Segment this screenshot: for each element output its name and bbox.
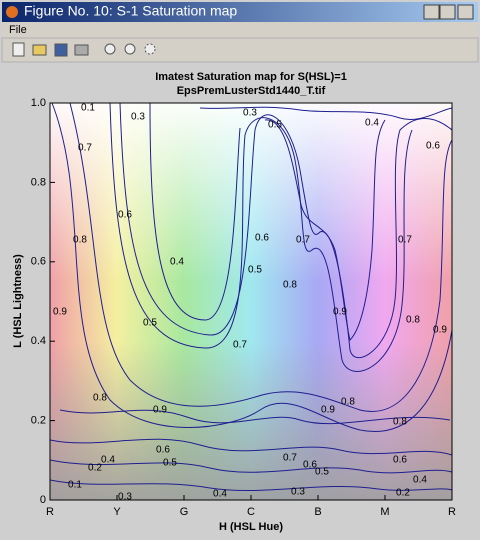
contour-label: 0.3: [131, 112, 145, 123]
x-tick-label: R: [46, 506, 54, 518]
y-tick-label: 1.0: [31, 97, 46, 109]
toolbar-buttons: [12, 42, 156, 57]
contour-label: 0.4: [213, 489, 227, 500]
contour-line: [51, 102, 453, 432]
open-button[interactable]: [32, 44, 47, 56]
contour-label: 0.8: [341, 397, 355, 408]
x-tick-label: Y: [113, 506, 121, 518]
new-button[interactable]: [12, 42, 25, 57]
contour-label: 0.7: [78, 143, 92, 154]
contour-line: [59, 409, 451, 425]
y-tick-label: 0.2: [31, 415, 46, 427]
contour-label: 0.7: [233, 340, 247, 351]
contour-label: 0.9: [333, 307, 347, 318]
contour-line: [109, 102, 413, 372]
contour-label: 0.9: [53, 307, 67, 318]
x-axis-label: H (HSL Hue): [219, 521, 283, 533]
lightness-overlay: [50, 103, 452, 500]
window-title: Figure No. 10: S-1 Saturation map: [24, 3, 237, 19]
x-tick-label: G: [180, 506, 189, 518]
x-tick-label: B: [314, 506, 321, 518]
contour-label: 0.8: [393, 417, 407, 428]
y-tick-label: 0.6: [31, 256, 46, 268]
contour-label: 0.9: [153, 405, 167, 416]
contour-label: 0.9: [321, 405, 335, 416]
chart-subtitle: EpsPremLusterStd1440_T.tif: [177, 85, 326, 97]
menu-item[interactable]: File: [9, 24, 27, 36]
contour-label: 0.7: [296, 235, 310, 246]
contour-line: [264, 119, 386, 341]
minimize-button[interactable]: [423, 4, 440, 20]
contour-label: 0.6: [255, 233, 269, 244]
contour-label: 0.7: [283, 453, 297, 464]
title-bar: [2, 2, 478, 22]
contour-label: 0.5: [143, 318, 157, 329]
contour-label: 0.6: [303, 460, 317, 471]
y-tick-label: 0.4: [31, 335, 46, 347]
contour-line: [119, 102, 453, 359]
contour-label: 0.2: [88, 463, 102, 474]
contour-lines: [49, 102, 453, 492]
contour-line: [49, 438, 453, 456]
contour-line: [69, 102, 453, 412]
print-button[interactable]: [74, 44, 89, 56]
toolbar: [1, 37, 479, 63]
contour-label: 0.1: [81, 103, 95, 114]
contour-label: 0.1: [68, 480, 82, 491]
contour-label: 0.6: [156, 445, 170, 456]
y-tick-label: 0: [40, 494, 46, 506]
contour-label: 0.4: [170, 257, 184, 268]
contour-label: 0.6: [118, 210, 132, 221]
zoom-in-button[interactable]: [104, 43, 116, 55]
zoom-out-button[interactable]: [124, 43, 136, 55]
contour-label: 0.9: [433, 325, 447, 336]
contour-label: 0.4: [413, 475, 427, 486]
contour-label: 0.5: [315, 467, 329, 478]
contour-label: 0.3: [243, 108, 257, 119]
rotate-button[interactable]: [144, 43, 156, 55]
contour-label: 0.5: [268, 120, 282, 131]
contour-label: 0.6: [393, 455, 407, 466]
contour-label: 0.3: [118, 492, 132, 503]
contour-label: 0.4: [365, 118, 379, 129]
app-icon: [6, 6, 18, 18]
contour-label: 0.8: [283, 280, 297, 291]
contour-label: 0.8: [406, 315, 420, 326]
contour-label: 0.6: [426, 141, 440, 152]
contour-line: [49, 459, 453, 474]
contour-line: [149, 102, 241, 321]
contour-label: 0.8: [73, 235, 87, 246]
chart-title: Imatest Saturation map for S(HSL)=1: [155, 71, 347, 83]
contour-label: 0.5: [163, 458, 177, 469]
x-tick-label: M: [380, 506, 389, 518]
x-tick-label: R: [448, 506, 456, 518]
contour-label: 0.4: [101, 455, 115, 466]
y-tick-label: 0.8: [31, 176, 46, 188]
save-button[interactable]: [54, 43, 68, 57]
contour-label: 0.5: [248, 265, 262, 276]
contour-line: [199, 106, 453, 120]
x-tick-label: C: [247, 506, 255, 518]
close-button[interactable]: [457, 4, 474, 20]
contour-line: [49, 479, 453, 492]
y-axis-label: L (HSL Lightness): [12, 254, 24, 348]
maximize-button[interactable]: [439, 4, 456, 20]
menu-bar: [2, 22, 478, 38]
contour-label: 0.7: [398, 235, 412, 246]
contour-label: 0.8: [93, 393, 107, 404]
contour-label: 0.3: [291, 487, 305, 498]
contour-label: 0.2: [396, 488, 410, 499]
